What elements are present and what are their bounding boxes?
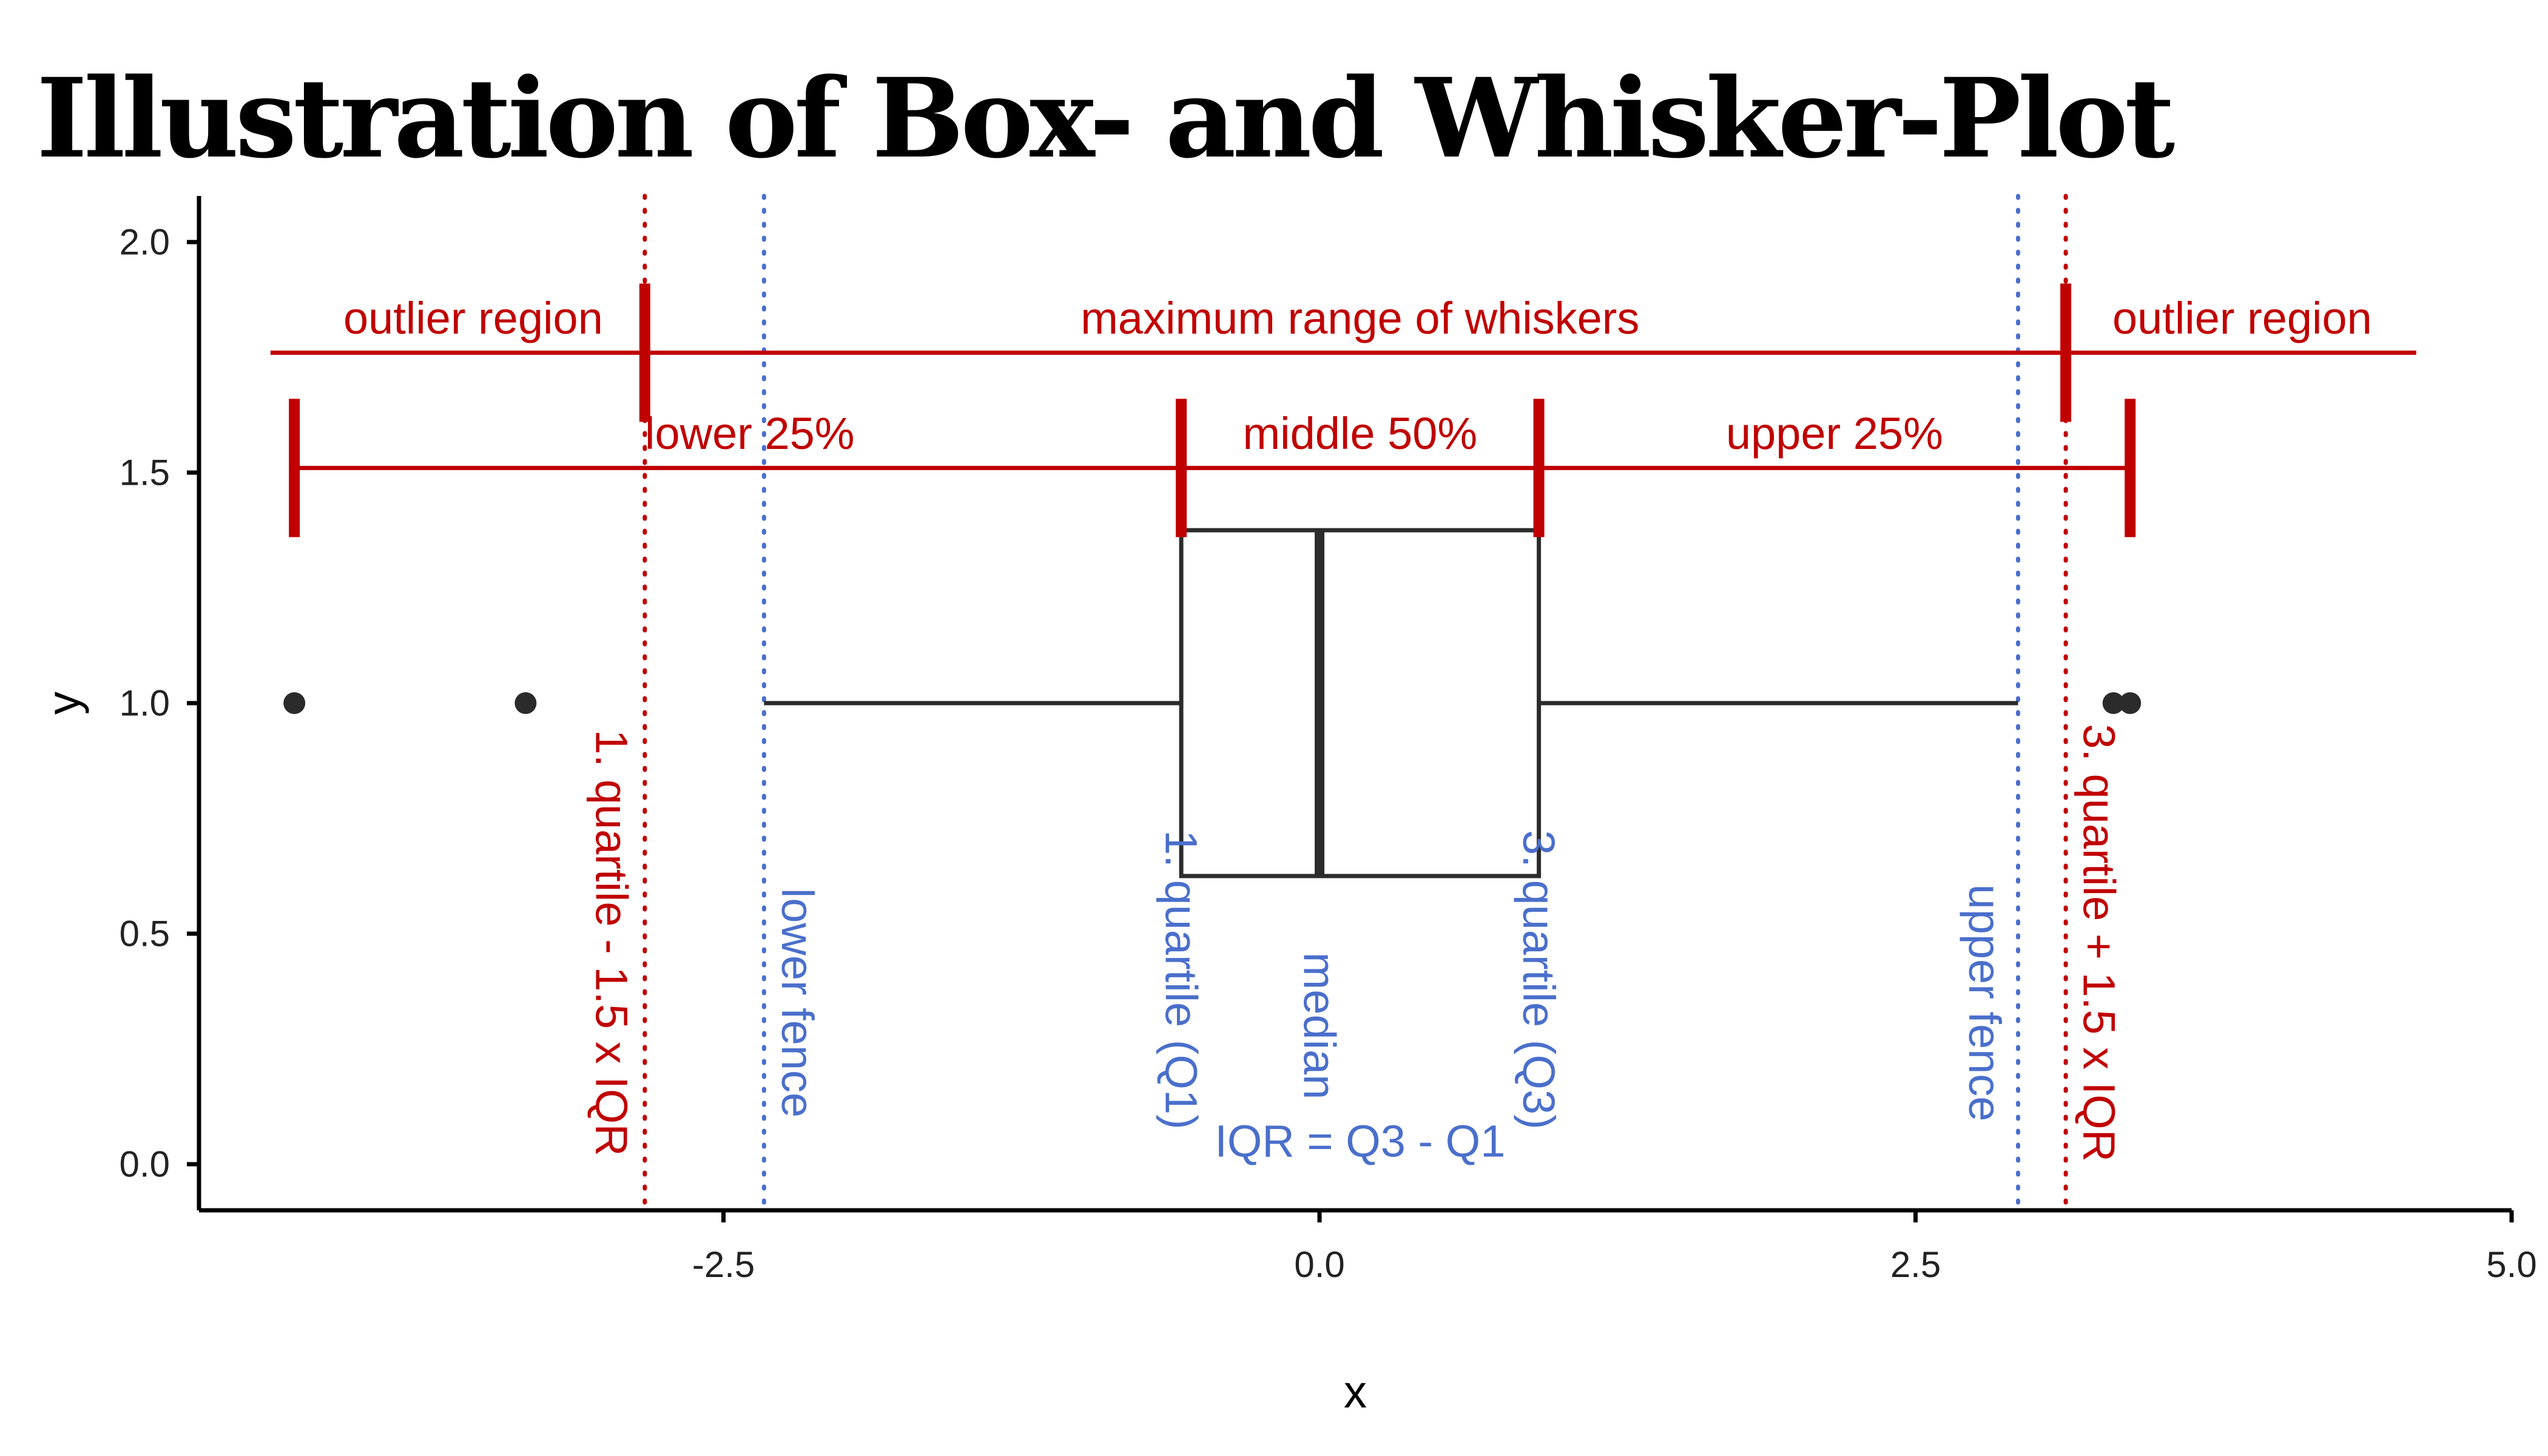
y-tick-label-3: 1.5 [120,453,170,493]
box [1179,528,1542,878]
chart-title: Illustration of Box- and Whisker-Plot [36,55,2175,183]
reference-label-3: 3. quartile + 1.5 x IQR [2074,724,2125,1162]
reference-label-2: upper fence [1960,885,2010,1122]
y-tick-label-4: 2.0 [120,222,170,263]
annotation-3: IQR = Q3 - Q1 [1215,1116,1505,1167]
y-tick-label-1: 0.5 [120,914,170,954]
y-axis-title: y [38,692,90,715]
outlier-point-0 [283,692,306,714]
x-tick-label-1: 0.0 [1294,1244,1344,1285]
y-tick-label-0: 0.0 [120,1144,170,1185]
outlier-point-2 [2102,692,2125,714]
range-label-top-2: outlier region [2112,293,2372,343]
range-label-top-1: maximum range of whiskers [1080,293,1639,343]
x-tick-label-3: 5.0 [2486,1244,2536,1285]
x-axis-title: x [1344,1366,1367,1418]
range-label-middle-1: middle 50% [1243,408,1478,459]
annotation-0: 1. quartile (Q1) [1156,830,1207,1130]
annotation-2: 3. quartile (Q3) [1514,830,1564,1130]
range-label-middle-0: lower 25% [645,408,855,459]
x-tick-label-0: -2.5 [692,1244,755,1285]
reference-label-1: lower fence [772,888,823,1117]
annotation-1: median [1295,952,1345,1100]
outlier-point-1 [514,692,537,714]
range-label-middle-2: upper 25% [1726,408,1943,459]
reference-label-0: 1. quartile - 1.5 x IQR [586,730,636,1156]
y-tick-label-2: 1.0 [120,683,170,724]
outlier-point-3 [2119,692,2142,714]
x-tick-label-2: 2.5 [1890,1244,1941,1285]
range-label-top-0: outlier region [343,293,603,343]
